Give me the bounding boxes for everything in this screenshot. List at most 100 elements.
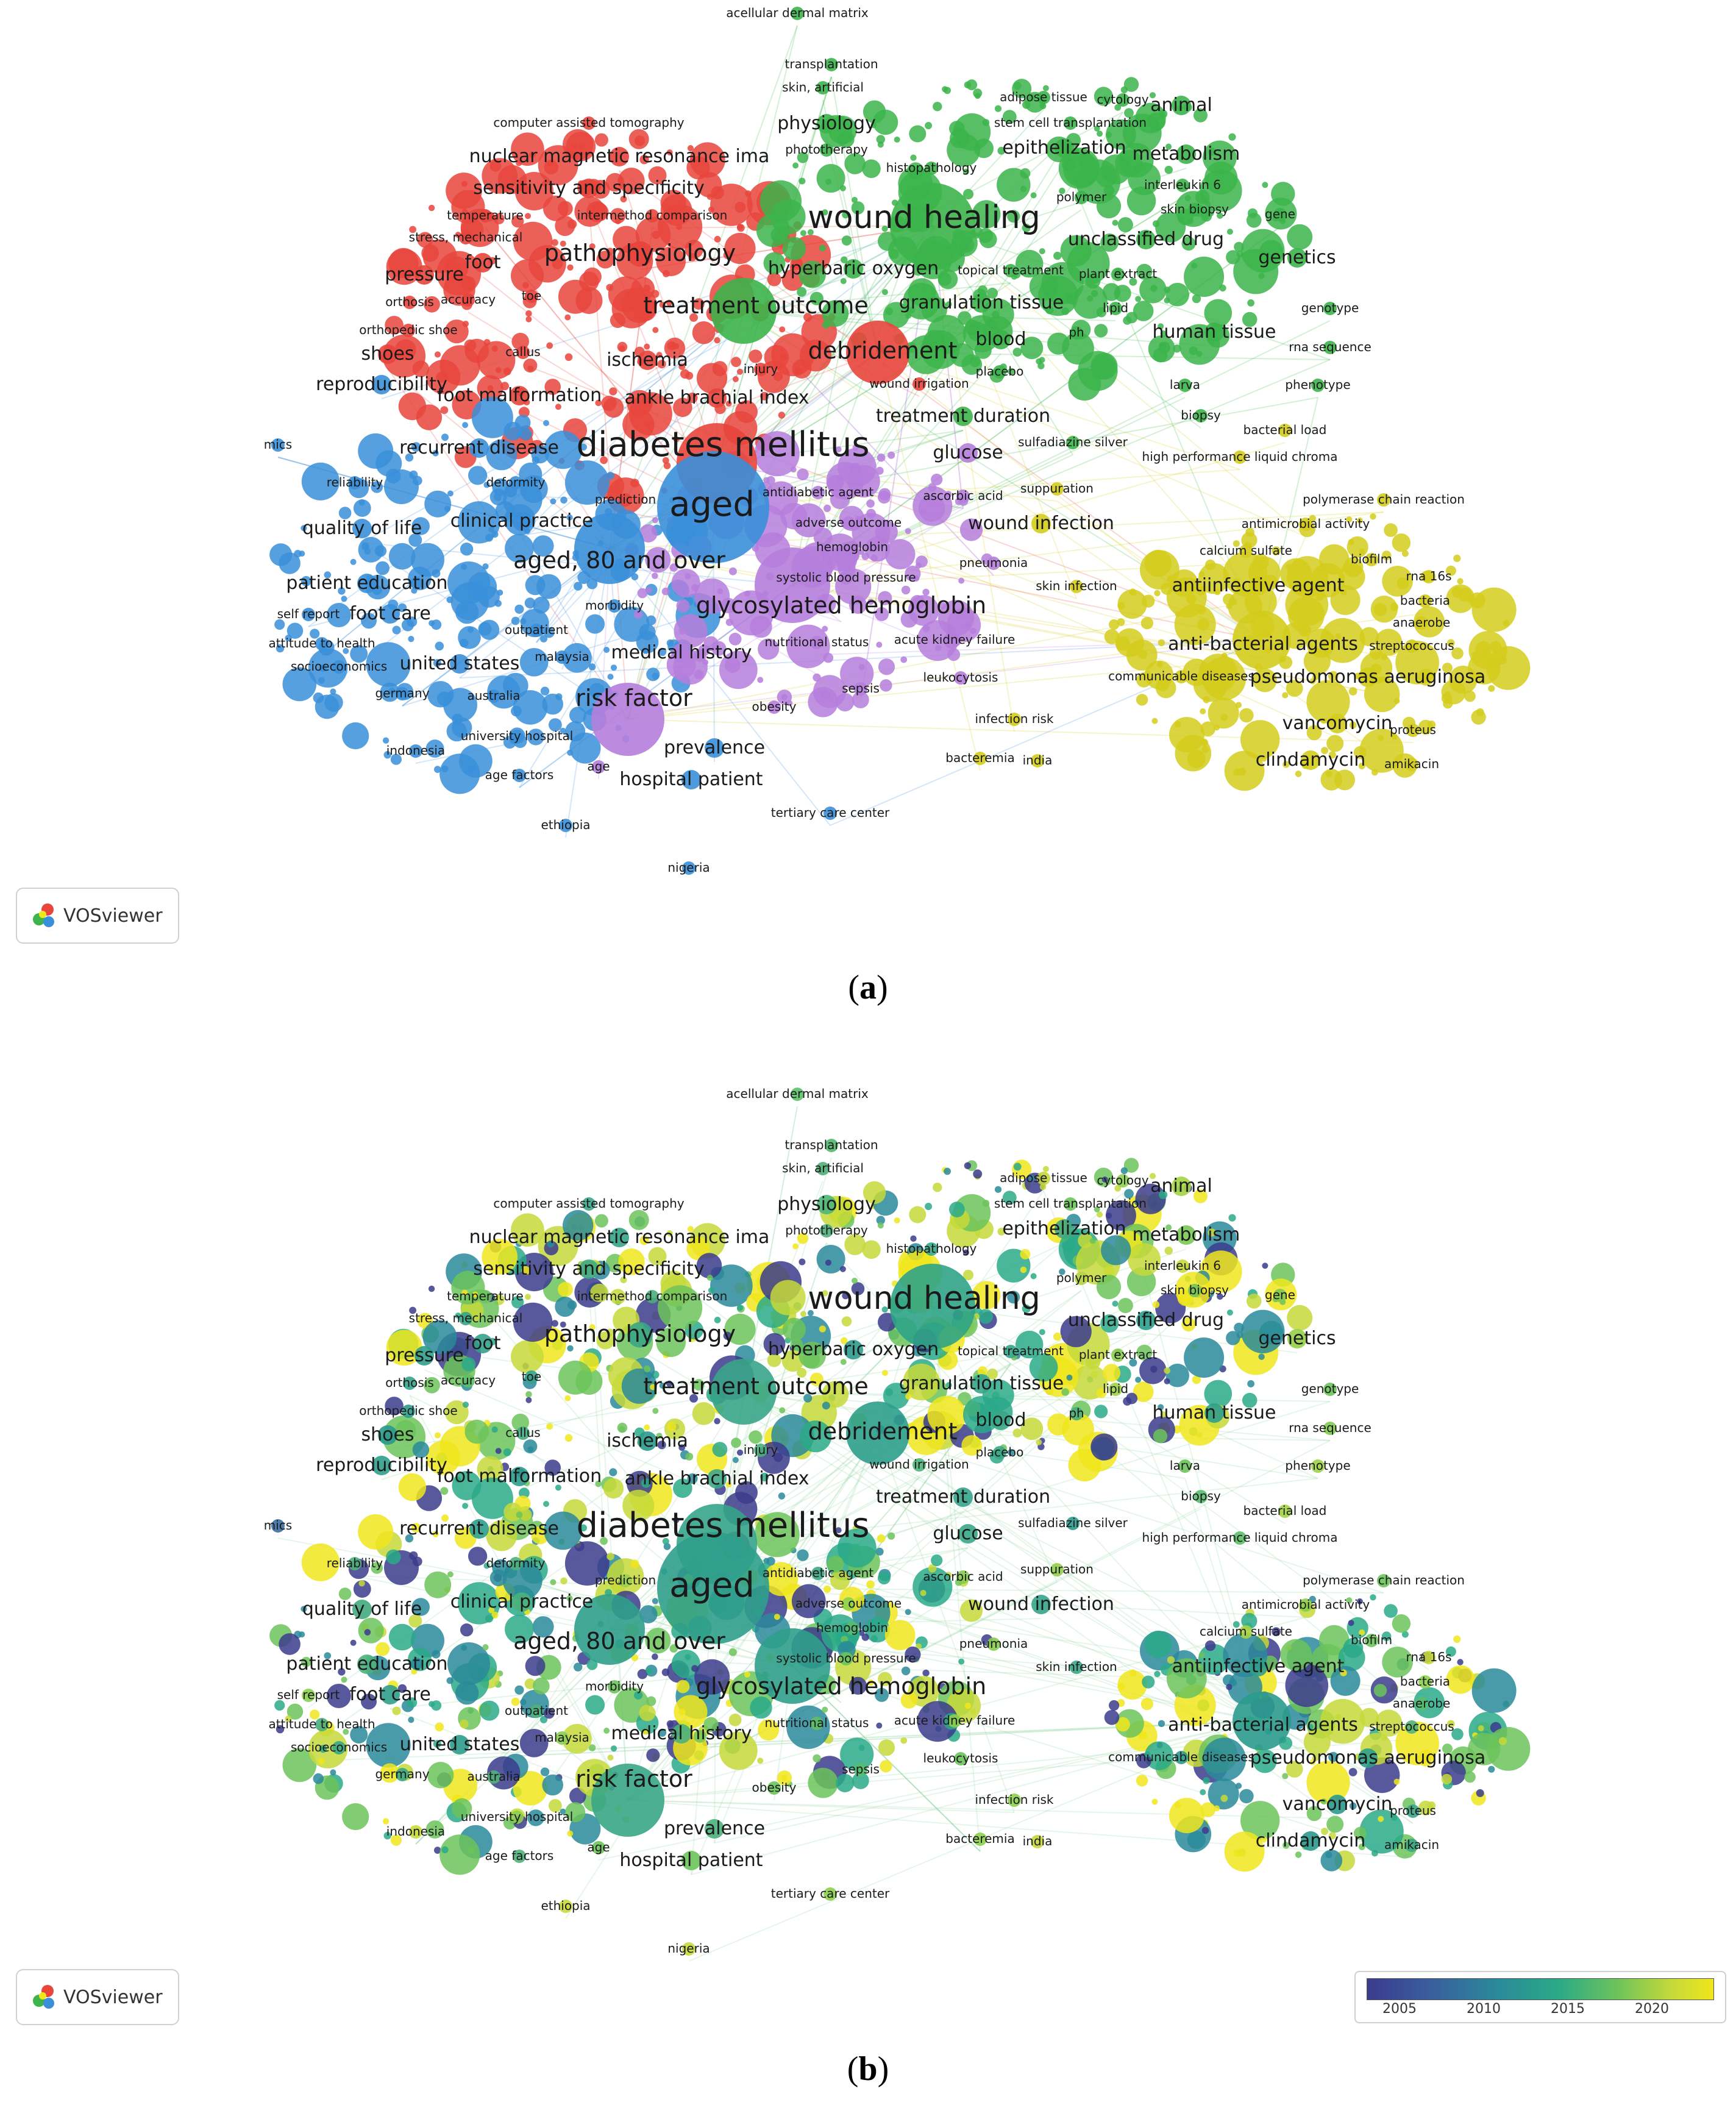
keyword-node[interactable] [910, 154, 917, 161]
keyword-label[interactable]: ethiopia [541, 817, 590, 832]
keyword-node[interactable] [844, 259, 863, 279]
keyword-node[interactable] [1175, 1801, 1181, 1809]
keyword-node[interactable] [610, 1289, 626, 1305]
keyword-node[interactable] [1370, 513, 1376, 520]
keyword-node[interactable] [608, 1680, 621, 1694]
keyword-node[interactable] [880, 1760, 892, 1773]
keyword-node[interactable] [1375, 629, 1403, 656]
keyword-node[interactable] [435, 1722, 444, 1732]
keyword-label[interactable]: epithelization [1002, 1218, 1126, 1239]
keyword-label[interactable]: stress, mechanical [409, 1311, 523, 1325]
keyword-node[interactable] [978, 228, 994, 243]
keyword-node[interactable] [949, 1202, 965, 1217]
keyword-node[interactable] [1117, 1298, 1133, 1314]
keyword-label[interactable]: calcium sulfate [1200, 543, 1292, 558]
keyword-node[interactable] [1233, 1621, 1240, 1628]
keyword-node[interactable] [800, 1311, 806, 1317]
keyword-node[interactable] [1392, 533, 1411, 552]
keyword-node[interactable] [1104, 629, 1120, 644]
keyword-node[interactable] [1226, 1684, 1233, 1690]
keyword-node[interactable] [1165, 1224, 1172, 1231]
keyword-node[interactable] [1401, 550, 1409, 557]
keyword-node[interactable] [673, 1478, 692, 1498]
keyword-node[interactable] [1136, 263, 1153, 280]
keyword-node[interactable] [358, 1514, 394, 1550]
keyword-node[interactable] [927, 315, 966, 354]
keyword-node[interactable] [348, 1557, 361, 1570]
keyword-node[interactable] [434, 1847, 441, 1854]
keyword-node[interactable] [1359, 1809, 1404, 1854]
keyword-node[interactable] [1321, 1828, 1329, 1836]
keyword-node[interactable] [424, 490, 452, 518]
keyword-label[interactable]: glycosylated hemoglobin [696, 1673, 986, 1700]
keyword-node[interactable] [1135, 102, 1166, 134]
keyword-label[interactable]: intermethod comparison [577, 1289, 728, 1303]
keyword-label[interactable]: foot care [349, 1684, 431, 1705]
keyword-node[interactable] [1109, 1383, 1122, 1396]
keyword-node[interactable] [848, 596, 867, 614]
keyword-node[interactable] [357, 1654, 377, 1674]
keyword-node[interactable] [770, 199, 806, 235]
keyword-node[interactable] [521, 185, 530, 194]
keyword-node[interactable] [619, 345, 625, 352]
keyword-node[interactable] [326, 1684, 351, 1708]
keyword-node[interactable] [894, 137, 900, 143]
keyword-node[interactable] [1111, 1348, 1125, 1362]
keyword-node[interactable] [876, 1722, 883, 1729]
keyword-node[interactable] [735, 400, 758, 423]
keyword-node[interactable] [380, 604, 400, 624]
keyword-node[interactable] [1066, 293, 1073, 300]
keyword-node[interactable] [1159, 1190, 1168, 1199]
keyword-node[interactable] [848, 1676, 867, 1695]
keyword-node[interactable] [1075, 1272, 1088, 1285]
keyword-node[interactable] [610, 1745, 617, 1752]
keyword-node[interactable] [489, 1569, 507, 1587]
keyword-node[interactable] [1320, 1798, 1327, 1805]
keyword-node[interactable] [412, 1441, 430, 1458]
keyword-node[interactable] [964, 621, 971, 629]
keyword-node[interactable] [1405, 758, 1418, 771]
keyword-node[interactable] [600, 1537, 608, 1545]
keyword-node[interactable] [618, 1248, 645, 1275]
keyword-node[interactable] [1299, 518, 1312, 531]
keyword-node[interactable] [900, 1737, 908, 1744]
keyword-node[interactable] [958, 577, 965, 584]
keyword-label[interactable]: hyperbaric oxygen [768, 258, 939, 279]
keyword-node[interactable] [398, 392, 427, 421]
keyword-node[interactable] [1153, 1429, 1168, 1444]
keyword-node[interactable] [462, 1402, 469, 1408]
keyword-node[interactable] [1261, 755, 1267, 762]
keyword-node[interactable] [728, 1713, 742, 1726]
keyword-node[interactable] [724, 1313, 756, 1345]
keyword-node[interactable] [1136, 694, 1148, 706]
keyword-node[interactable] [386, 468, 401, 484]
keyword-label[interactable]: transplantation [784, 1138, 878, 1152]
keyword-node[interactable] [1036, 358, 1042, 365]
keyword-node[interactable] [861, 1633, 869, 1641]
keyword-node[interactable] [431, 619, 442, 630]
keyword-node[interactable] [310, 1709, 320, 1720]
keyword-node[interactable] [547, 159, 555, 167]
keyword-node[interactable] [885, 1388, 894, 1396]
keyword-node[interactable] [1144, 1741, 1174, 1770]
keyword-node[interactable] [1175, 1751, 1188, 1764]
keyword-label[interactable]: larva [1170, 1458, 1200, 1473]
keyword-node[interactable] [800, 230, 806, 237]
keyword-label[interactable]: anaerobe [1393, 1696, 1451, 1711]
keyword-label[interactable]: physiology [777, 113, 876, 134]
keyword-node[interactable] [884, 1620, 916, 1650]
keyword-node[interactable] [1176, 1225, 1196, 1245]
keyword-label[interactable]: risk factor [575, 1765, 692, 1792]
keyword-node[interactable] [1158, 1720, 1165, 1727]
keyword-node[interactable] [877, 1534, 886, 1543]
keyword-node[interactable] [646, 1696, 656, 1706]
keyword-node[interactable] [641, 397, 651, 407]
keyword-node[interactable] [827, 475, 844, 492]
keyword-node[interactable] [900, 611, 918, 628]
keyword-label[interactable]: shoes [361, 1424, 414, 1445]
keyword-node[interactable] [1415, 616, 1428, 630]
keyword-label[interactable]: diabetes mellitus [576, 1506, 869, 1545]
keyword-node[interactable] [622, 408, 655, 441]
keyword-node[interactable] [592, 1841, 605, 1854]
keyword-label[interactable]: aged, 80 and over [513, 1628, 725, 1654]
